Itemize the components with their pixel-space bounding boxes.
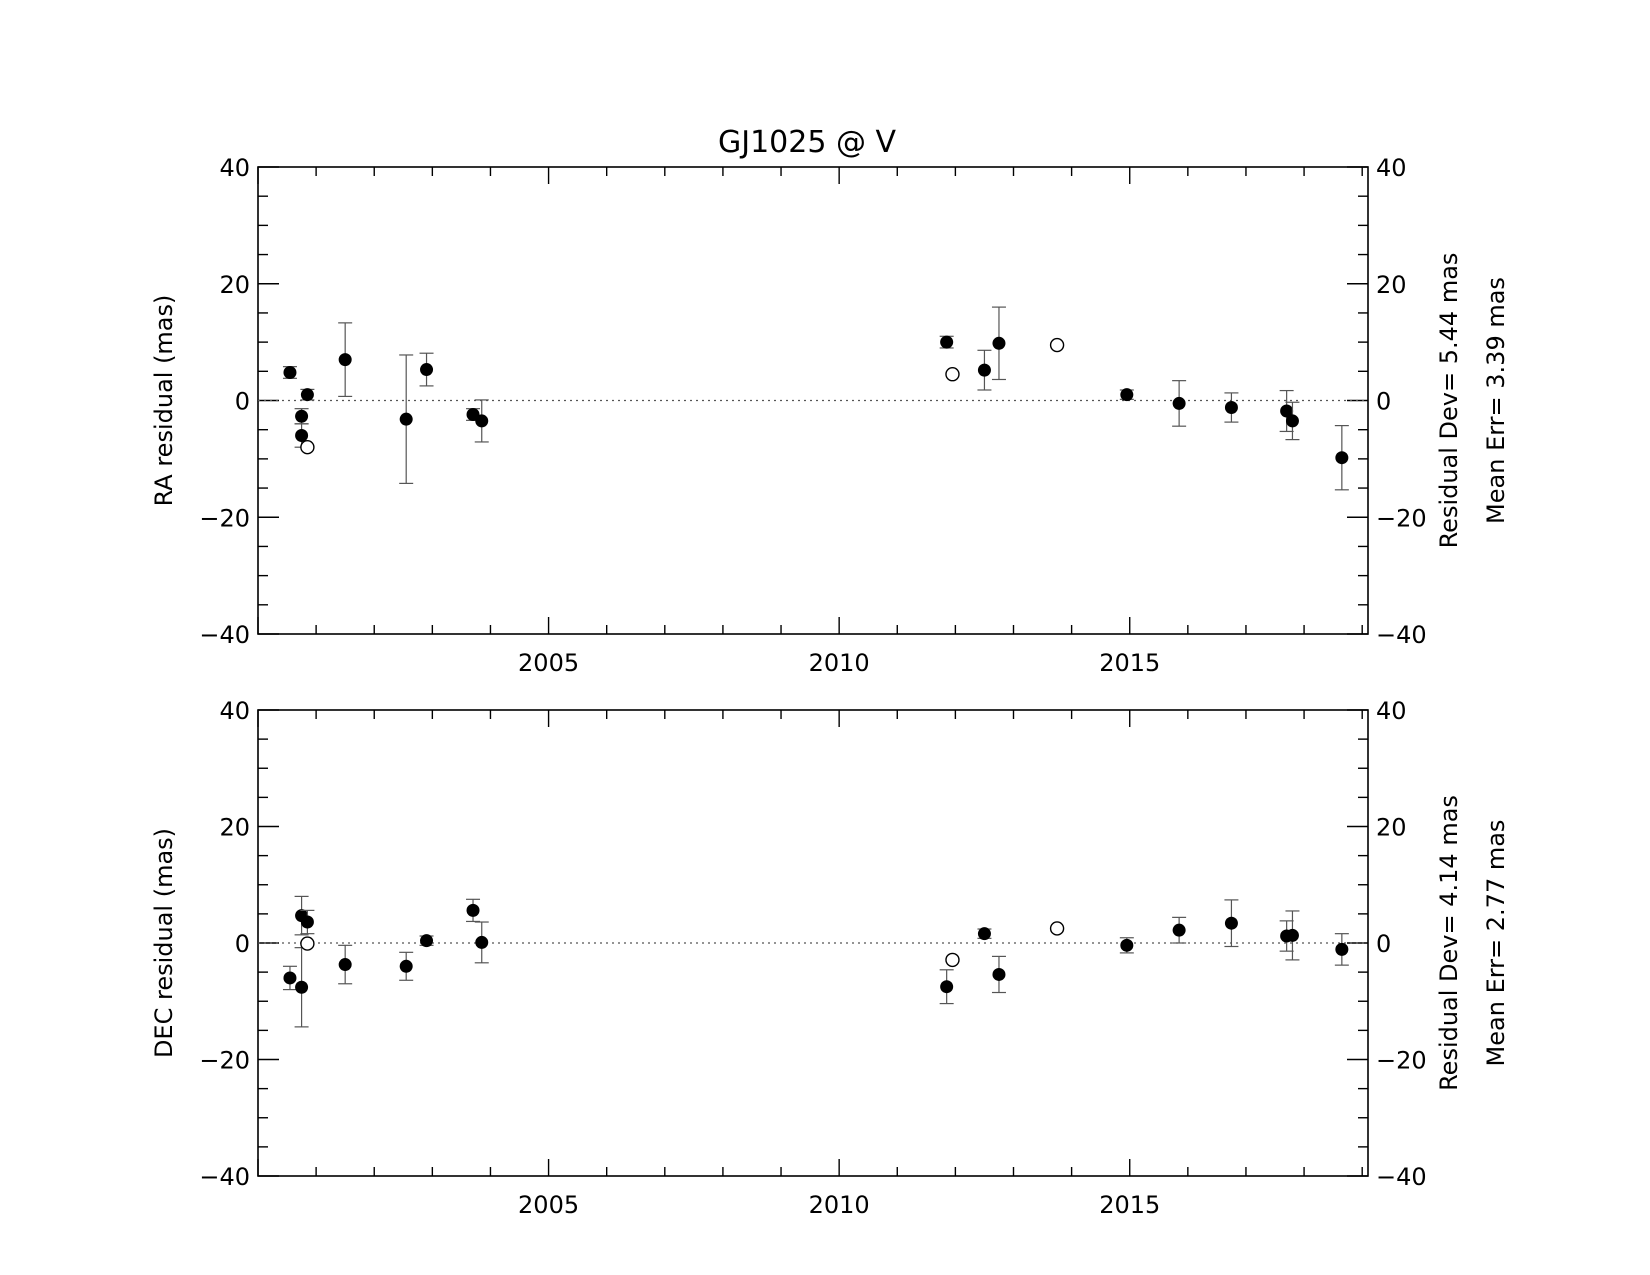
x-tick-label: 2005 bbox=[518, 1191, 579, 1219]
mean-err-label: Mean Err= 2.77 mas bbox=[1482, 820, 1510, 1067]
data-point-filled bbox=[338, 958, 352, 972]
y-tick-label: 0 bbox=[235, 930, 250, 958]
y-tick-label: 40 bbox=[219, 697, 250, 725]
data-point-filled bbox=[1224, 916, 1238, 930]
data-point-filled bbox=[475, 414, 489, 428]
x-tick-label: 2010 bbox=[809, 1191, 870, 1219]
data-point-filled bbox=[977, 927, 991, 941]
data-point-filled bbox=[399, 959, 413, 973]
y-tick-label: 40 bbox=[219, 154, 250, 182]
y-axis-label: DEC residual (mas) bbox=[150, 828, 178, 1058]
y-tick-label: −40 bbox=[199, 621, 250, 649]
y-tick-label: 20 bbox=[219, 814, 250, 842]
data-point-open bbox=[1049, 921, 1065, 936]
data-point-filled bbox=[1224, 401, 1238, 415]
x-tick-label: 2005 bbox=[518, 649, 579, 677]
x-tick-label: 2010 bbox=[809, 649, 870, 677]
data-point-open bbox=[300, 936, 315, 951]
data-point-filled bbox=[992, 967, 1006, 981]
x-tick-label: 2015 bbox=[1099, 649, 1160, 677]
panel-ra: 2005 2010 2015 −40 −40 −20 −20 0 0 20 20 40 40 RA res… bbox=[150, 154, 1510, 677]
y-tick-label: −20 bbox=[199, 504, 250, 532]
y-tick-label-right: −40 bbox=[1376, 621, 1427, 649]
y-tick-label-right: 0 bbox=[1376, 930, 1391, 958]
data-point-filled bbox=[940, 980, 954, 994]
data-point-filled bbox=[475, 935, 489, 949]
y-tick-label: −40 bbox=[199, 1163, 250, 1191]
data-point-filled bbox=[1285, 414, 1299, 428]
data-point-filled bbox=[1335, 942, 1349, 956]
data-point-filled bbox=[420, 363, 434, 377]
y-tick-label: 20 bbox=[219, 271, 250, 299]
y-tick-label-right: −20 bbox=[1376, 1047, 1427, 1075]
panel-dec: 2005 2010 2015 −40 −40 −20 −20 0 0 20 20 40 40 DEC re… bbox=[150, 697, 1510, 1219]
y-tick-label-right: 40 bbox=[1376, 154, 1407, 182]
residual-dev-label: Residual Dev= 4.14 mas bbox=[1435, 795, 1463, 1091]
data-point-filled bbox=[295, 980, 309, 994]
data-point-filled bbox=[283, 971, 297, 985]
data-point-filled bbox=[300, 388, 314, 402]
y-tick-label-right: 20 bbox=[1376, 271, 1407, 299]
y-tick-label-right: 0 bbox=[1376, 388, 1391, 416]
data-point-open bbox=[945, 952, 960, 968]
y-tick-label: −20 bbox=[199, 1047, 250, 1075]
data-point-filled bbox=[295, 429, 309, 443]
data-point-filled bbox=[1280, 404, 1294, 418]
data-point-filled bbox=[283, 365, 297, 379]
data-point-filled bbox=[399, 412, 413, 426]
residual-dev-label: Residual Dev= 5.44 mas bbox=[1435, 253, 1463, 549]
y-tick-label-right: 40 bbox=[1376, 697, 1407, 725]
y-axis-label: RA residual (mas) bbox=[150, 295, 178, 507]
y-tick-label-right: 20 bbox=[1376, 814, 1407, 842]
data-point-open bbox=[300, 440, 315, 455]
figure-title: GJ1025 @ V bbox=[718, 125, 897, 160]
data-point-filled bbox=[338, 353, 352, 367]
data-point-open bbox=[1049, 337, 1065, 353]
data-point-filled bbox=[1120, 938, 1134, 952]
data-point-filled bbox=[1172, 923, 1186, 937]
data-point-filled bbox=[1285, 928, 1299, 942]
data-point-filled bbox=[940, 335, 954, 349]
data-point-filled bbox=[295, 409, 309, 423]
mean-err-label: Mean Err= 3.39 mas bbox=[1482, 277, 1510, 524]
data-point-filled bbox=[1335, 451, 1349, 465]
y-tick-label-right: −20 bbox=[1376, 504, 1427, 532]
y-tick-label: 0 bbox=[235, 388, 250, 416]
data-point-filled bbox=[466, 903, 480, 917]
data-point-open bbox=[945, 367, 960, 382]
data-point-filled bbox=[1172, 396, 1186, 410]
data-point-filled bbox=[977, 363, 991, 377]
data-point-filled bbox=[992, 336, 1006, 350]
data-point-filled bbox=[1120, 388, 1134, 402]
data-point-filled bbox=[420, 934, 434, 948]
data-point-filled bbox=[300, 915, 314, 929]
y-tick-label-right: −40 bbox=[1376, 1163, 1427, 1191]
x-tick-label: 2015 bbox=[1099, 1191, 1160, 1219]
